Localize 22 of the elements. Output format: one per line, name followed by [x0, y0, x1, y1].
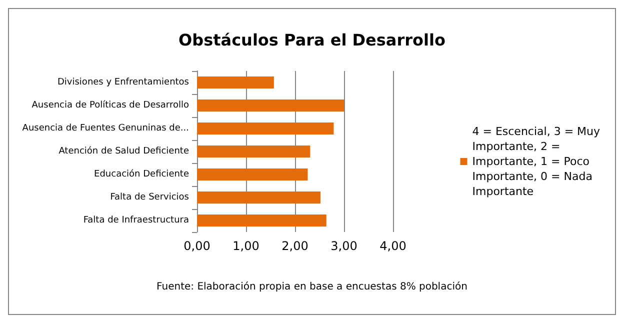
bar — [197, 122, 334, 134]
y-tick-label: Falta de Infraestructura — [83, 216, 189, 226]
bar — [197, 100, 344, 112]
x-tick-label: 1,00 — [232, 239, 260, 253]
x-tick-label: 0,00 — [184, 239, 210, 253]
bar — [197, 192, 320, 204]
bar — [197, 146, 310, 158]
legend-label: 4 = Escencial, 3 = Muy Importante, 2 = Importante, 1 = Poco Importante, 0 = Nada Importante — [472, 125, 600, 198]
x-tick-label: 4,00 — [380, 239, 406, 253]
bar — [197, 76, 274, 88]
chart-title: Obstáculos Para el Desarrollo — [178, 30, 446, 50]
y-tick-label: Ausencia de Fuentes Genuninas de... — [22, 124, 189, 134]
y-tick-label: Falta de Servicios — [110, 192, 190, 202]
x-tick-label: 3,00 — [330, 239, 358, 253]
x-tick-label: 2,00 — [282, 239, 308, 253]
source-note: Fuente: Elaboración propia en base a encuestas 8% población — [156, 282, 468, 292]
y-tick-label: Ausencia de Políticas de Desarrollo — [32, 100, 190, 110]
y-tick-label: Atención de Salud Deficiente — [58, 146, 190, 156]
y-tick-label: Divisiones y Enfrentamientos — [57, 78, 190, 88]
bar — [197, 168, 308, 180]
y-tick-label: Educación Deficiente — [94, 168, 190, 180]
bar — [197, 214, 326, 226]
